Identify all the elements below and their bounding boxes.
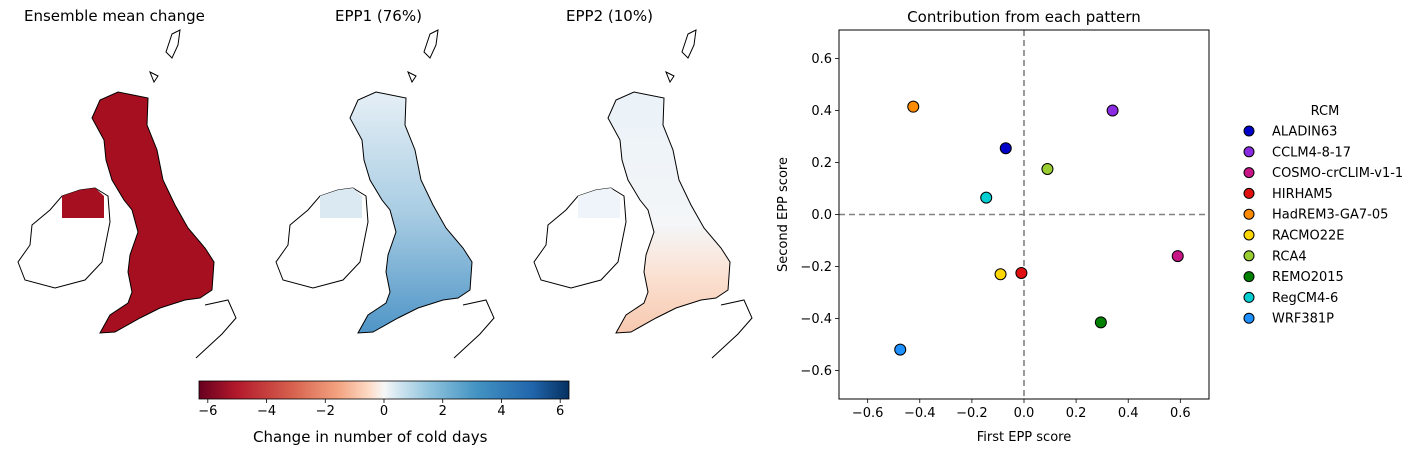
- point-remo2015: [1094, 316, 1107, 329]
- x-axis-label: First EPP score: [977, 430, 1071, 445]
- legend-marker: [1243, 167, 1255, 179]
- shetland-shape: [165, 29, 181, 59]
- great-britain-shape: [349, 91, 473, 334]
- legend-label: COSMO-crCLIM-v1-1: [1272, 166, 1403, 181]
- map-title-epp1: EPP1 (76%): [335, 7, 422, 25]
- colorbar-tick-label: 4: [497, 404, 505, 418]
- colorbar-tick-label: −4: [257, 404, 276, 418]
- coast-tail: [711, 299, 753, 359]
- legend-label: HIRHAM5: [1272, 187, 1333, 202]
- x-tick-label: −0.6: [852, 406, 884, 421]
- map-epp1: [275, 29, 495, 359]
- x-tick-label: 0.2: [1066, 406, 1087, 421]
- map-ensemble-mean: [17, 29, 237, 359]
- colorbar-tick-label: 2: [439, 404, 447, 418]
- y-tick-label: 0.2: [811, 156, 832, 171]
- ireland-fill: [320, 188, 362, 218]
- legend-label: RCA4: [1272, 249, 1307, 264]
- chart-title: Contribution from each pattern: [907, 8, 1141, 26]
- y-tick-label: 0.4: [811, 104, 832, 119]
- y-tick-label: −0.4: [800, 312, 832, 327]
- colorbar: −6 −4 −2 0 2 4 6: [198, 380, 570, 418]
- coast-tail: [453, 299, 495, 359]
- legend-label: RACMO22E: [1272, 229, 1344, 244]
- x-tick-label: 0.0: [1014, 406, 1035, 421]
- great-britain-shape: [607, 91, 731, 334]
- legend-marker: [1243, 291, 1255, 303]
- coast-tail: [195, 299, 237, 359]
- y-axis-ticks: −0.6 −0.4 −0.2 0.0 0.2 0.4 0.6: [800, 52, 839, 379]
- colorbar-label: Change in number of cold days: [253, 428, 488, 446]
- legend: RCM ALADIN63 CCLM4-8-17 COSMO-crCLIM-v1-1 H…: [1243, 104, 1403, 327]
- y-tick-label: 0.6: [811, 52, 832, 67]
- legend-marker: [1243, 187, 1255, 199]
- legend-label: RegCM4-6: [1272, 291, 1338, 306]
- point-cosmo-crclim-v1-1: [1171, 250, 1184, 263]
- data-points: [894, 100, 1184, 356]
- point-wrf381p: [894, 343, 907, 356]
- x-tick-label: −0.2: [956, 406, 988, 421]
- legend-marker: [1243, 146, 1255, 158]
- legend-title: RCM: [1311, 104, 1340, 119]
- shetland-shape: [681, 29, 697, 59]
- y-tick-label: −0.6: [800, 364, 832, 379]
- colorbar-tick-label: −2: [316, 404, 335, 418]
- legend-marker: [1243, 271, 1255, 283]
- orkney-shape: [149, 70, 159, 84]
- shetland-shape: [423, 29, 439, 59]
- legend-marker: [1243, 208, 1255, 220]
- legend-label: REMO2015: [1272, 270, 1344, 285]
- point-hadrem3-ga7-05: [907, 100, 920, 113]
- point-cclm4-8-17: [1106, 104, 1119, 117]
- legend-marker: [1243, 125, 1255, 137]
- x-tick-label: 0.6: [1170, 406, 1191, 421]
- map-title-ensemble-mean: Ensemble mean change: [24, 7, 205, 25]
- colorbar-tick-label: 0: [380, 404, 388, 418]
- ireland-fill: [62, 188, 104, 218]
- legend-label: CCLM4-8-17: [1272, 145, 1351, 160]
- legend-label: WRF381P: [1272, 312, 1334, 327]
- point-racmo22e: [994, 268, 1007, 281]
- point-aladin63: [999, 142, 1012, 155]
- legend-marker: [1243, 250, 1255, 262]
- scatter-chart: Contribution from each pattern −0.6 −0.4−…: [776, 8, 1403, 445]
- legend-marker: [1243, 229, 1255, 241]
- map-title-epp2: EPP2 (10%): [566, 7, 653, 25]
- maps-svg: [17, 29, 753, 359]
- legend-marker: [1243, 312, 1255, 324]
- y-tick-label: 0.0: [811, 208, 832, 223]
- point-rca4: [1041, 163, 1054, 176]
- orkney-shape: [407, 70, 417, 84]
- legend-label: HadREM3-GA7-05: [1272, 208, 1388, 223]
- y-tick-label: −0.2: [800, 260, 832, 275]
- point-hirham5: [1015, 266, 1028, 279]
- x-tick-label: 0.4: [1118, 406, 1139, 421]
- legend-label: ALADIN63: [1272, 125, 1337, 140]
- x-tick-label: −0.4: [904, 406, 936, 421]
- point-regcm4-6: [980, 191, 993, 204]
- map-epp2: [533, 29, 753, 359]
- great-britain-shape: [91, 91, 215, 334]
- ireland-fill: [578, 188, 620, 218]
- colorbar-tick-label: −6: [198, 404, 217, 418]
- colorbar-tick-label: 6: [556, 404, 564, 418]
- orkney-shape: [665, 70, 675, 84]
- x-axis-ticks: −0.6 −0.4 −0.2 0.0 0.2 0.4 0.6: [852, 399, 1191, 421]
- colorbar-gradient: [198, 380, 570, 400]
- y-axis-label: Second EPP score: [776, 157, 791, 272]
